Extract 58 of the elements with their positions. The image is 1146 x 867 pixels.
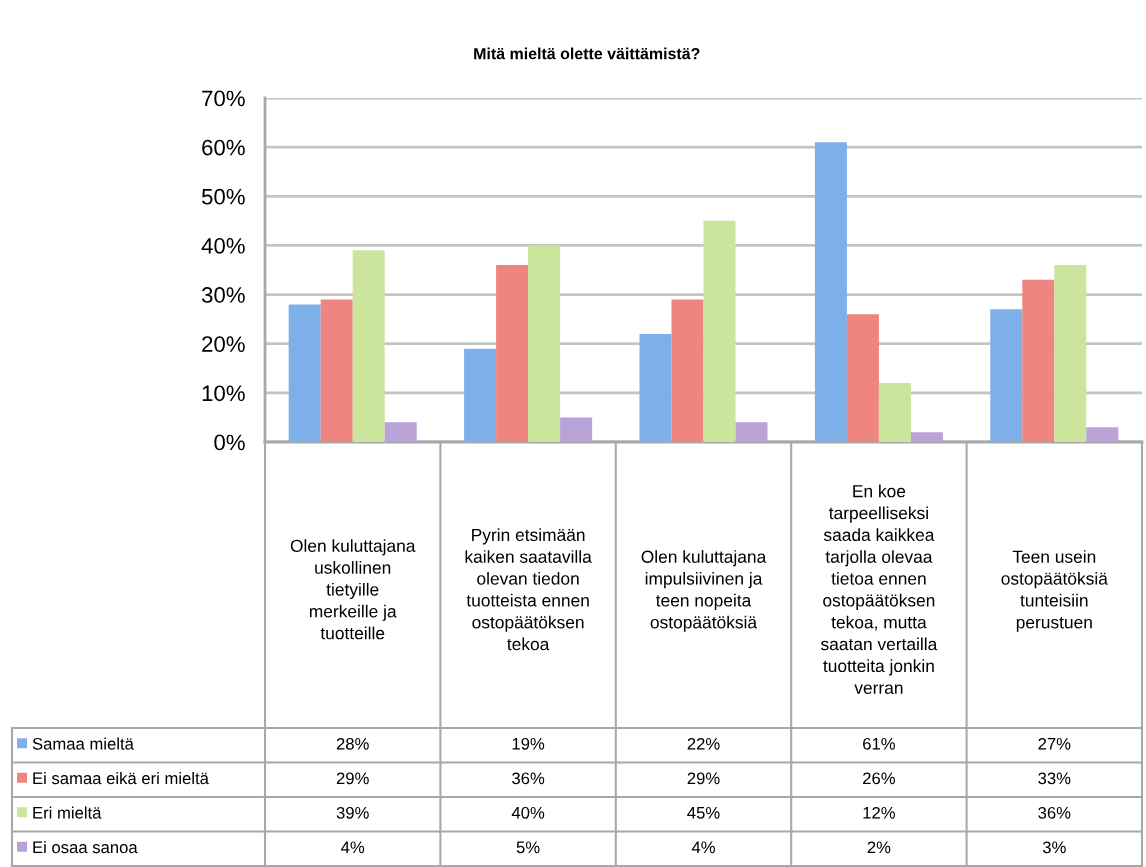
bar — [464, 348, 497, 442]
y-tick-label: 30% — [201, 287, 245, 303]
legend-label: Eri mieltä — [33, 806, 102, 819]
bar — [990, 309, 1023, 442]
data-label: 27% — [1038, 737, 1071, 750]
y-tick-label: 20% — [202, 336, 245, 352]
data-label: 4% — [691, 841, 715, 854]
bar — [814, 142, 847, 442]
data-label: 4% — [341, 841, 365, 854]
chart-title: Mitä mieltä olette väittämistä? — [474, 47, 700, 60]
data-label: 19% — [512, 737, 545, 750]
bar — [846, 314, 879, 442]
data-label: 22% — [687, 737, 720, 750]
bar — [1086, 427, 1119, 442]
y-tick-label: 60% — [202, 139, 245, 156]
legend-label: Ei samaa eikä eri mieltä — [33, 771, 209, 785]
bar — [639, 333, 672, 442]
legend-label: Samaa mieltä — [32, 737, 134, 750]
data-label: 28% — [336, 737, 369, 750]
data-label: 39% — [336, 806, 369, 819]
x-tick-label: Teen usein ostopäätöksiä tunteisiin perustuen — [1001, 550, 1108, 632]
bar — [1054, 265, 1087, 442]
data-label: 36% — [512, 772, 545, 785]
bar — [671, 299, 704, 442]
x-tick-label: Olen kuluttajana uskollinen tietyille merkeille ja tuotteille — [290, 539, 416, 640]
bar — [735, 422, 768, 442]
x-tick-label: Olen kuluttajana impulsiivinen ja teen nopeita ostopäätöksiä — [641, 550, 767, 632]
data-label: 29% — [687, 772, 720, 785]
y-tick-label: 50% — [201, 188, 245, 205]
bar — [878, 383, 911, 442]
data-label: 33% — [1038, 772, 1071, 785]
x-tick-label: Pyrin etsimään kaiken saatavilla olevan tiedon tuotteista ennen ostopäätöksen tekoa — [465, 528, 592, 651]
data-label: 3% — [1042, 841, 1066, 854]
data-label: 12% — [863, 806, 895, 819]
bar — [496, 265, 529, 442]
bar — [703, 220, 736, 442]
bar — [320, 299, 353, 442]
bar — [528, 245, 561, 442]
bar — [288, 304, 321, 442]
data-label: 2% — [867, 841, 891, 854]
category-label: En koe tarpeelliseksi saada kaikkea tarjolla olevaa tietoa ennen ostopäätöksen tekoa, mutta saatan vertailla tuotteita jonkin verran — [821, 484, 938, 694]
bar — [560, 417, 593, 442]
data-label: 26% — [863, 772, 895, 785]
data-label: 45% — [687, 806, 720, 819]
y-tick-label: 70% — [202, 90, 245, 107]
bar — [352, 250, 385, 442]
y-tick-label: 0% — [214, 434, 245, 451]
data-label: 29% — [336, 772, 369, 785]
legend-label: Ei osaa sanoa — [33, 840, 138, 854]
bar — [384, 422, 417, 442]
data-label: 40% — [511, 806, 545, 819]
y-tick-label: 40% — [201, 237, 245, 254]
y-tick-label: 10% — [202, 385, 245, 402]
bar — [1022, 279, 1055, 442]
data-label: 61% — [863, 737, 895, 750]
data-label: 5% — [516, 841, 540, 854]
data-label: 36% — [1038, 806, 1071, 819]
bar — [910, 432, 943, 442]
